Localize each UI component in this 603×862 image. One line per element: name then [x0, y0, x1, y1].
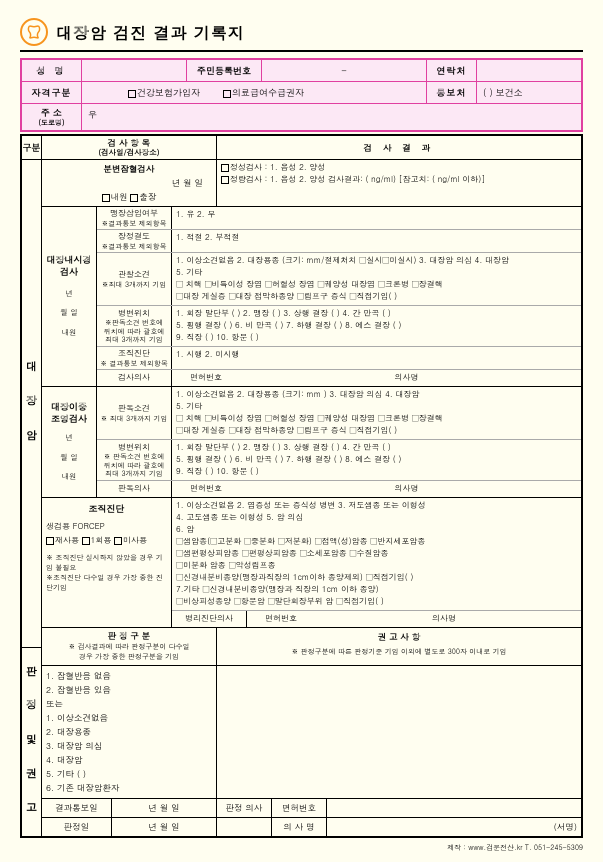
- notify-field[interactable]: ( ) 보건소: [477, 82, 581, 103]
- license-field[interactable]: [327, 799, 581, 817]
- judge-date[interactable]: 년 월 일: [112, 818, 217, 836]
- dce-section: 대장이중 조영검사 년월 일내원 판독소견※ 최대 3개까지 기입 1. 이상소…: [42, 387, 581, 498]
- signature-field[interactable]: (서명): [327, 818, 581, 836]
- qual-label: 자격구분: [22, 82, 82, 103]
- qual-field[interactable]: 건강보험가입자 의료급여수급권자: [82, 82, 427, 103]
- fecal-label: 분변잠혈검사: [45, 163, 213, 175]
- fecal-section: 분변잠혈검사 년 월 일 내원 출장 정성검사 : 1. 음성 2. 양성 정량…: [42, 160, 581, 207]
- judge-date-label: 판정일: [42, 818, 112, 836]
- logo-icon: [20, 18, 48, 46]
- spine-judge: 판 정 및 권 고: [22, 648, 41, 836]
- addr-label: 주 소(도로명): [22, 104, 82, 130]
- recommendation-field[interactable]: [217, 666, 581, 798]
- result-notify-label: 결과통보일: [42, 799, 112, 817]
- colo-label: 대장내시경 검사: [47, 254, 92, 277]
- fecal-result[interactable]: 정성검사 : 1. 음성 2. 양성 정량검사 : 1. 음성 2. 양성 검사…: [217, 160, 581, 206]
- patient-info-box: 성 명 주민등록번호 - 연락처 자격구분 건강보험가입자 의료급여수급권자 통…: [20, 58, 583, 132]
- doctor-name-label: 의 사 명: [272, 818, 327, 836]
- colonoscopy-section: 대장내시경 검사 년월 일내원 맹장삽입여부※결과통보 제외항목 1. 유 2.…: [42, 207, 581, 387]
- item-head: 검 사 항 목(검사일/검사장소): [42, 136, 217, 159]
- judge-doctor-label: 판정 의사: [217, 799, 272, 817]
- histo-section: 조직진단 생검용 FORCEP 재사용 1회용 미사용 ※ 조직진단 실시하지 …: [42, 498, 581, 628]
- license-label: 면허번호: [272, 799, 327, 817]
- spine-cancer: 대 장 암: [22, 160, 41, 648]
- result-notify-date[interactable]: 년 월 일: [112, 799, 217, 817]
- judge-head: 판 정 구 분 ※ 검사결과에 따라 판정구분이 다수일 경우 가장 중한 판정…: [42, 628, 581, 666]
- footer: 제작 : www.검문전산.kr T. 051-245-5309: [20, 842, 583, 852]
- rrn-label: 주민등록번호: [187, 60, 262, 81]
- main-table: 구분 대 장 암 판 정 및 권 고 검 사 항 목(검사일/검사장소) 검 사…: [20, 134, 583, 838]
- addr-field[interactable]: 우: [82, 104, 581, 130]
- judge-body: 1. 잠혈반응 없음 2. 잠혈반응 있음 또는 1. 이상소견없음 2. 대장…: [42, 666, 581, 799]
- page-header: 대장암 검진 결과 기록지: [20, 18, 583, 52]
- histo-label: 조직진단: [46, 502, 167, 515]
- page-title: 대장암 검진 결과 기록지: [56, 21, 245, 44]
- notify-label: 통보처: [427, 82, 477, 103]
- fecal-date[interactable]: 년 월 일: [45, 177, 213, 189]
- contact-label: 연락처: [427, 60, 477, 81]
- name-field[interactable]: [82, 60, 187, 81]
- contact-field[interactable]: [477, 60, 581, 81]
- rrn-field[interactable]: -: [262, 60, 427, 81]
- gubun-head: 구분: [22, 136, 41, 160]
- result-head: 검 사 결 과: [217, 136, 581, 159]
- dce-label: 대장이중 조영검사: [51, 401, 87, 424]
- name-label: 성 명: [22, 60, 82, 81]
